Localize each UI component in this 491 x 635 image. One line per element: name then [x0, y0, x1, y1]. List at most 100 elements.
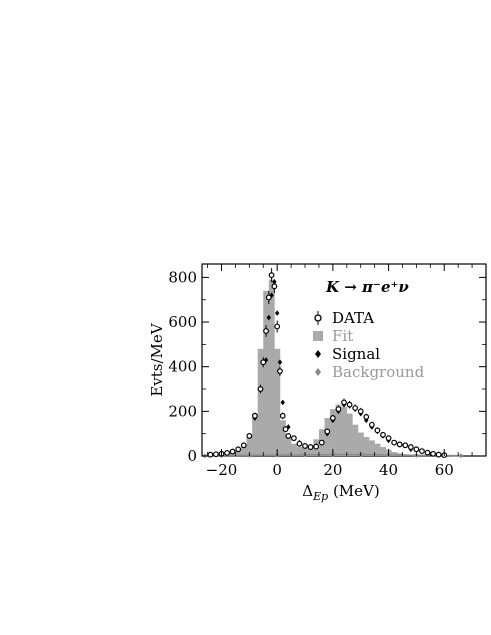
x-axis-label-unit: (MeV) [328, 482, 380, 500]
fit-bar [352, 424, 359, 456]
data-point [260, 359, 267, 366]
fit-bar [279, 420, 286, 456]
data-point [263, 328, 269, 334]
y-tick-label: 800 [168, 268, 197, 286]
legend-marker-data [314, 314, 322, 322]
fit-bar [324, 418, 331, 456]
x-tick-label: 0 [272, 461, 282, 479]
fit-bar [380, 447, 387, 456]
y-tick-label: 400 [168, 358, 197, 376]
data-point [324, 428, 331, 435]
data-point [368, 421, 375, 428]
data-point [385, 435, 392, 442]
fit-bar [257, 348, 264, 456]
data-point [296, 440, 303, 447]
data-point [424, 449, 431, 456]
fit-bar [302, 447, 309, 456]
fit-bar [335, 404, 342, 456]
data-point [252, 412, 258, 419]
fit-bar [363, 437, 370, 456]
decay-annotation: K → π⁻e⁺ν [325, 278, 409, 296]
y-tick-label: 600 [168, 313, 197, 331]
data-point [318, 439, 325, 446]
fit-bar [391, 451, 398, 456]
fit-bar [346, 413, 353, 456]
y-tick-label: 0 [187, 447, 197, 465]
data-point [380, 431, 386, 438]
signal-point [274, 310, 280, 316]
data-point [279, 412, 286, 419]
data-point [302, 443, 308, 449]
data-point [363, 414, 370, 420]
data-point [282, 426, 289, 433]
background-point [458, 453, 464, 459]
y-axis-ticks: 0 200 400 600 800 [168, 268, 486, 465]
data-point [274, 323, 281, 330]
data-point [357, 408, 364, 415]
y-tick-label: 200 [168, 402, 197, 420]
signal-point [266, 314, 272, 321]
data-point [374, 427, 381, 434]
data-point [229, 448, 236, 455]
data-point [430, 450, 436, 457]
x-axis-ticks: −20 0 20 40 60 [206, 264, 487, 479]
fit-bar [252, 413, 258, 456]
fit-bar [291, 443, 297, 456]
legend-marker-fit [313, 331, 323, 341]
fit-bar [285, 437, 292, 456]
data-point [335, 406, 342, 413]
data-point [224, 449, 230, 456]
data-point [341, 399, 347, 406]
x-axis-label-delta: Δ [302, 482, 313, 500]
fit-bar [274, 348, 281, 456]
data-point [313, 443, 320, 450]
data-point [329, 415, 336, 421]
data-point [207, 451, 214, 458]
data-point [435, 451, 442, 458]
data-point [413, 446, 420, 453]
data-point [402, 442, 409, 449]
fit-bar [369, 440, 375, 456]
fit-bar [263, 290, 270, 456]
x-tick-label: 60 [435, 461, 454, 479]
fit-bar [357, 432, 364, 456]
fit-bar [240, 445, 247, 456]
data-point [235, 446, 242, 453]
data-point [277, 368, 283, 375]
legend-label-signal: Signal [332, 345, 380, 363]
fit-bar [268, 279, 275, 456]
data-point [213, 451, 219, 458]
fit-bar [296, 446, 303, 456]
data-point [240, 442, 247, 449]
legend-label-background: Background [332, 363, 425, 381]
x-axis-label-sub: Ep [312, 490, 328, 503]
x-tick-label: 40 [379, 461, 398, 479]
data-point [271, 283, 278, 290]
signal-point [277, 359, 283, 366]
x-tick-label: 20 [323, 461, 342, 479]
data-point [265, 294, 272, 301]
fit-bar [330, 409, 336, 456]
data-point [268, 272, 275, 279]
data-point [391, 439, 398, 446]
signal-point [280, 399, 285, 406]
data-point [285, 433, 292, 439]
legend-label-fit: Fit [332, 327, 353, 345]
data-series [207, 268, 448, 459]
fit-bar [246, 437, 253, 456]
x-tick-label: −20 [206, 461, 238, 479]
fit-bar [341, 406, 348, 456]
y-axis-label: Evts/MeV [148, 322, 166, 396]
fit-bar [307, 445, 314, 456]
data-point [419, 448, 425, 454]
fit-bar [235, 450, 242, 456]
data-point [346, 401, 353, 408]
legend-marker-background [315, 368, 321, 376]
x-axis-label: ΔEp (MeV) [302, 482, 379, 503]
data-point [307, 444, 314, 450]
data-point [352, 405, 359, 411]
fit-bar [374, 443, 381, 456]
data-point [407, 444, 414, 450]
